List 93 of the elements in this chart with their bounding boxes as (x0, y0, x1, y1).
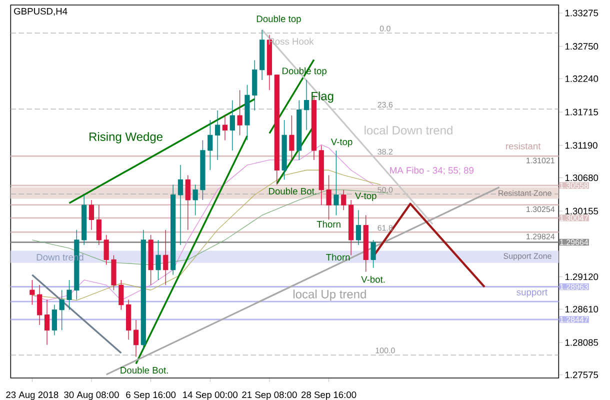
candlestick (44, 299, 50, 346)
annotation: 38.2 (378, 148, 393, 155)
candlestick (274, 74, 280, 186)
candlestick (200, 140, 206, 200)
candlestick (104, 234, 109, 266)
candlestick (30, 280, 35, 306)
y-tick-label: 1.28610 (565, 306, 598, 312)
ref-line-label: 1.30254 (526, 206, 555, 212)
annotation: 50.0 (378, 186, 393, 193)
candlestick (244, 84, 250, 141)
candlestick (118, 280, 124, 310)
candlestick (304, 80, 310, 130)
annotation: local Up trend (294, 290, 366, 301)
annotation: Flag (312, 92, 334, 103)
candlestick (178, 164, 184, 246)
annotation: V-bot. (361, 276, 385, 283)
annotation: Double Bot. (269, 188, 316, 195)
ref-line-label: 1.29824 (526, 234, 555, 240)
candlestick (66, 280, 72, 310)
annotation: local Down trend (364, 126, 452, 135)
annotation: Thorn (326, 254, 350, 261)
y-tick-label: 1.27575 (565, 372, 598, 378)
y-tick-label: 1.30680 (565, 174, 598, 182)
candlestick (252, 60, 258, 111)
candlestick (52, 304, 57, 336)
candlestick (282, 120, 287, 180)
candlestick (111, 254, 116, 290)
x-tick-label: 6 Sep 16:00 (126, 391, 176, 400)
x-tick-label: 30 Aug 08:00 (64, 391, 119, 400)
ref-line-label: 1.28963 (560, 284, 588, 290)
ref-line-label: 1.30047 (560, 215, 588, 221)
annotation: support (516, 289, 548, 298)
candlestick (296, 100, 302, 160)
candlestick (318, 145, 324, 206)
candlestick (59, 290, 64, 330)
x-tick-label: 21 Sep 08:00 (242, 391, 297, 400)
y-tick-label: 1.32240 (565, 75, 598, 82)
annotation: 23.6 (378, 102, 393, 108)
candlestick (37, 284, 42, 326)
candlestick (82, 194, 87, 246)
candlestick (133, 320, 139, 358)
candlestick (96, 204, 102, 246)
annotation: Rising Wedge (90, 132, 162, 144)
band-label: Resistant Zone (498, 190, 552, 196)
candlestick (222, 115, 228, 141)
y-tick-label: 1.31715 (565, 108, 598, 116)
candlestick (163, 229, 168, 286)
candlestick (259, 29, 265, 80)
candlestick (156, 240, 161, 280)
candlestick (230, 100, 235, 151)
annotation: Double top (256, 15, 301, 24)
candlestick (185, 174, 190, 230)
candlestick (356, 210, 362, 246)
annotation: V-top (355, 192, 376, 201)
y-tick-label: 1.33275 (565, 10, 598, 16)
candlestick (88, 200, 94, 230)
candlestick (363, 214, 368, 272)
candlestick (170, 184, 176, 276)
candlestick (126, 299, 132, 340)
y-tick-label: 1.30155 (565, 208, 598, 214)
candlestick (215, 110, 220, 160)
annotation: 100.0 (376, 348, 395, 354)
candlestick (341, 189, 346, 210)
x-tick-label: 23 Aug 2018 (6, 391, 58, 400)
chart-title: GBPUSD,H4 (14, 8, 68, 16)
candlestick (289, 115, 294, 160)
annotation: 0.0 (380, 26, 390, 32)
ref-line-label: 1.28447 (560, 316, 588, 322)
annotation: Double Bot. (120, 366, 168, 374)
annotation: 61.8 (378, 225, 393, 231)
candlestick (148, 234, 154, 286)
x-tick-label: 28 Sep 16:00 (301, 391, 356, 400)
band-label: Support Zone (504, 253, 552, 260)
ref-line-label: 1.29664 (560, 239, 588, 246)
candlestick (348, 200, 354, 256)
candlestick (140, 229, 146, 350)
y-tick-label: 1.29120 (565, 274, 598, 280)
candlestick (334, 150, 339, 216)
candlestick (208, 120, 213, 170)
annotation: V-top (330, 138, 352, 148)
candlestick (237, 90, 242, 136)
annotation: Thorn (316, 220, 340, 228)
y-tick-label: 1.28085 (565, 339, 598, 346)
y-tick-label: 1.31190 (565, 142, 598, 149)
candlestick (370, 240, 376, 268)
annotation: MA Fibo - 34; 55; 89 (390, 166, 474, 175)
annotation: resistant (506, 142, 541, 150)
y-tick-label: 1.32750 (565, 43, 598, 50)
candlestick (192, 184, 198, 216)
x-tick-label: 14 Sep 00:00 (183, 391, 238, 400)
ref-line-label: 1.31021 (526, 158, 554, 164)
candlestick (326, 174, 332, 220)
ref-line-label: 1.30558 (560, 182, 588, 188)
